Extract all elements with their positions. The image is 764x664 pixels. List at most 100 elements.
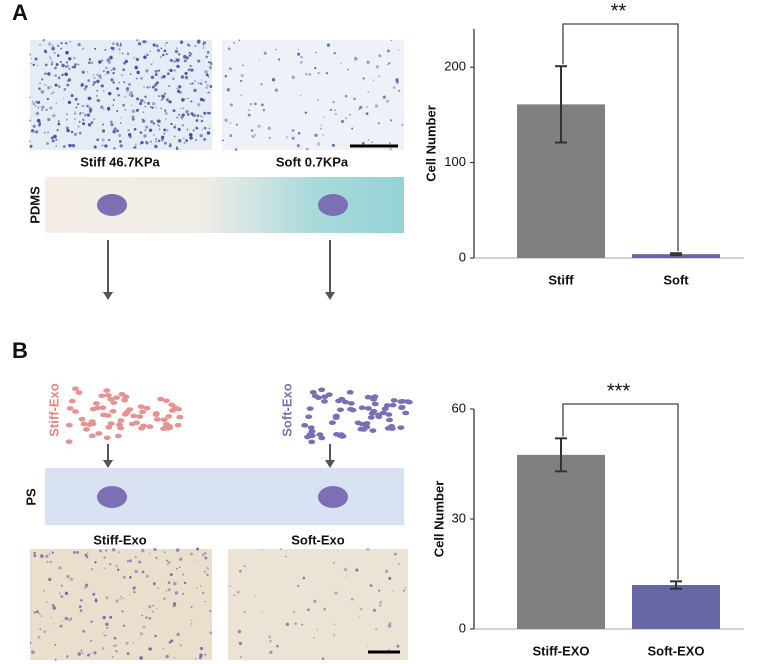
stain-dot [55,63,59,66]
stain-dot [88,106,92,110]
stain-dot [88,61,91,65]
stain-dot [157,119,161,123]
stain-dot [173,60,176,63]
stain-dot [208,66,213,70]
exosome [114,433,122,439]
stain-dot [155,556,158,560]
stain-dot [201,553,205,557]
stain-dot [65,61,69,64]
stain-dot [146,86,149,89]
exosome [137,404,145,409]
stain-dot [267,635,272,639]
stain-dot [116,87,120,91]
stain-dot [174,49,179,54]
stain-dot [199,653,203,658]
exosome [308,439,316,445]
stain-dot [152,582,156,586]
stain-dot [59,624,63,628]
stain-dot [149,552,151,555]
stain-dot [76,551,79,554]
stain-dot [41,78,44,81]
stain-dot [365,106,368,109]
stain-dot [64,72,68,77]
stain-dot [135,57,140,62]
stain-dot [332,100,335,104]
stain-dot [173,135,176,138]
stain-dot [77,125,80,128]
stain-dot [243,565,246,567]
stain-dot [340,62,342,65]
stain-dot [117,94,120,97]
stain-dot [208,127,211,130]
stain-dot [149,140,153,143]
stain-dot [134,555,137,559]
exosome [89,421,97,427]
stain-dot [165,41,168,44]
stain-dot [119,595,122,598]
stain-dot [105,549,108,552]
stain-dot [190,68,194,72]
stain-dot [73,65,76,69]
stain-dot [38,612,41,615]
stain-dot [116,44,119,47]
stain-dot [173,69,176,72]
stain-dot [268,136,271,139]
stain-dot [65,50,69,55]
stain-dot [186,128,189,131]
stain-dot [115,599,119,603]
stain-dot [395,80,399,84]
stain-dot [164,45,166,47]
stain-dot [95,95,98,97]
stain-dot [57,122,61,126]
stain-dot [379,601,382,604]
exosome [364,406,372,411]
exosome [347,406,355,412]
stain-dot [397,49,400,51]
stain-dot [49,57,52,60]
stain-dot [102,108,105,110]
stain-dot [131,115,135,119]
stain-dot [90,620,93,623]
stain-dot [262,108,266,112]
stain-dot [40,615,42,617]
stain-dot [209,61,213,64]
exosome [68,398,76,404]
stain-dot [182,592,185,595]
exosome [307,425,315,430]
stain-dot [99,549,103,553]
stain-dot [127,128,130,132]
stain-dot [390,39,392,42]
stain-dot [112,81,115,84]
exosome [107,397,115,402]
stain-dot [229,134,233,138]
stain-dot [152,43,156,47]
stain-dot [45,84,47,87]
stain-dot [100,84,104,88]
stain-dot [367,645,369,647]
stain-dot [116,110,119,112]
stain-dot [204,653,207,656]
stain-dot [60,595,64,598]
exosome [335,398,343,404]
stain-dot [80,599,83,602]
stain-dot [126,652,130,656]
stain-dot [133,56,135,59]
stain-dot [112,104,114,106]
stain-dot [386,99,390,103]
stain-dot [208,111,211,115]
stain-dot [130,104,133,106]
exo-label: Soft-Exo [279,383,294,437]
stain-dot [28,119,32,122]
stain-dot [86,104,89,108]
stain-dot [151,610,155,613]
significance-bracket [562,23,679,252]
stain-dot [300,61,303,64]
stain-dot [353,97,356,101]
stain-dot [105,66,108,70]
stain-dot [65,113,68,116]
stain-dot [285,555,287,558]
stain-dot [93,651,97,655]
stain-dot [32,63,35,66]
stain-dot [52,91,55,94]
exosome [336,407,344,413]
